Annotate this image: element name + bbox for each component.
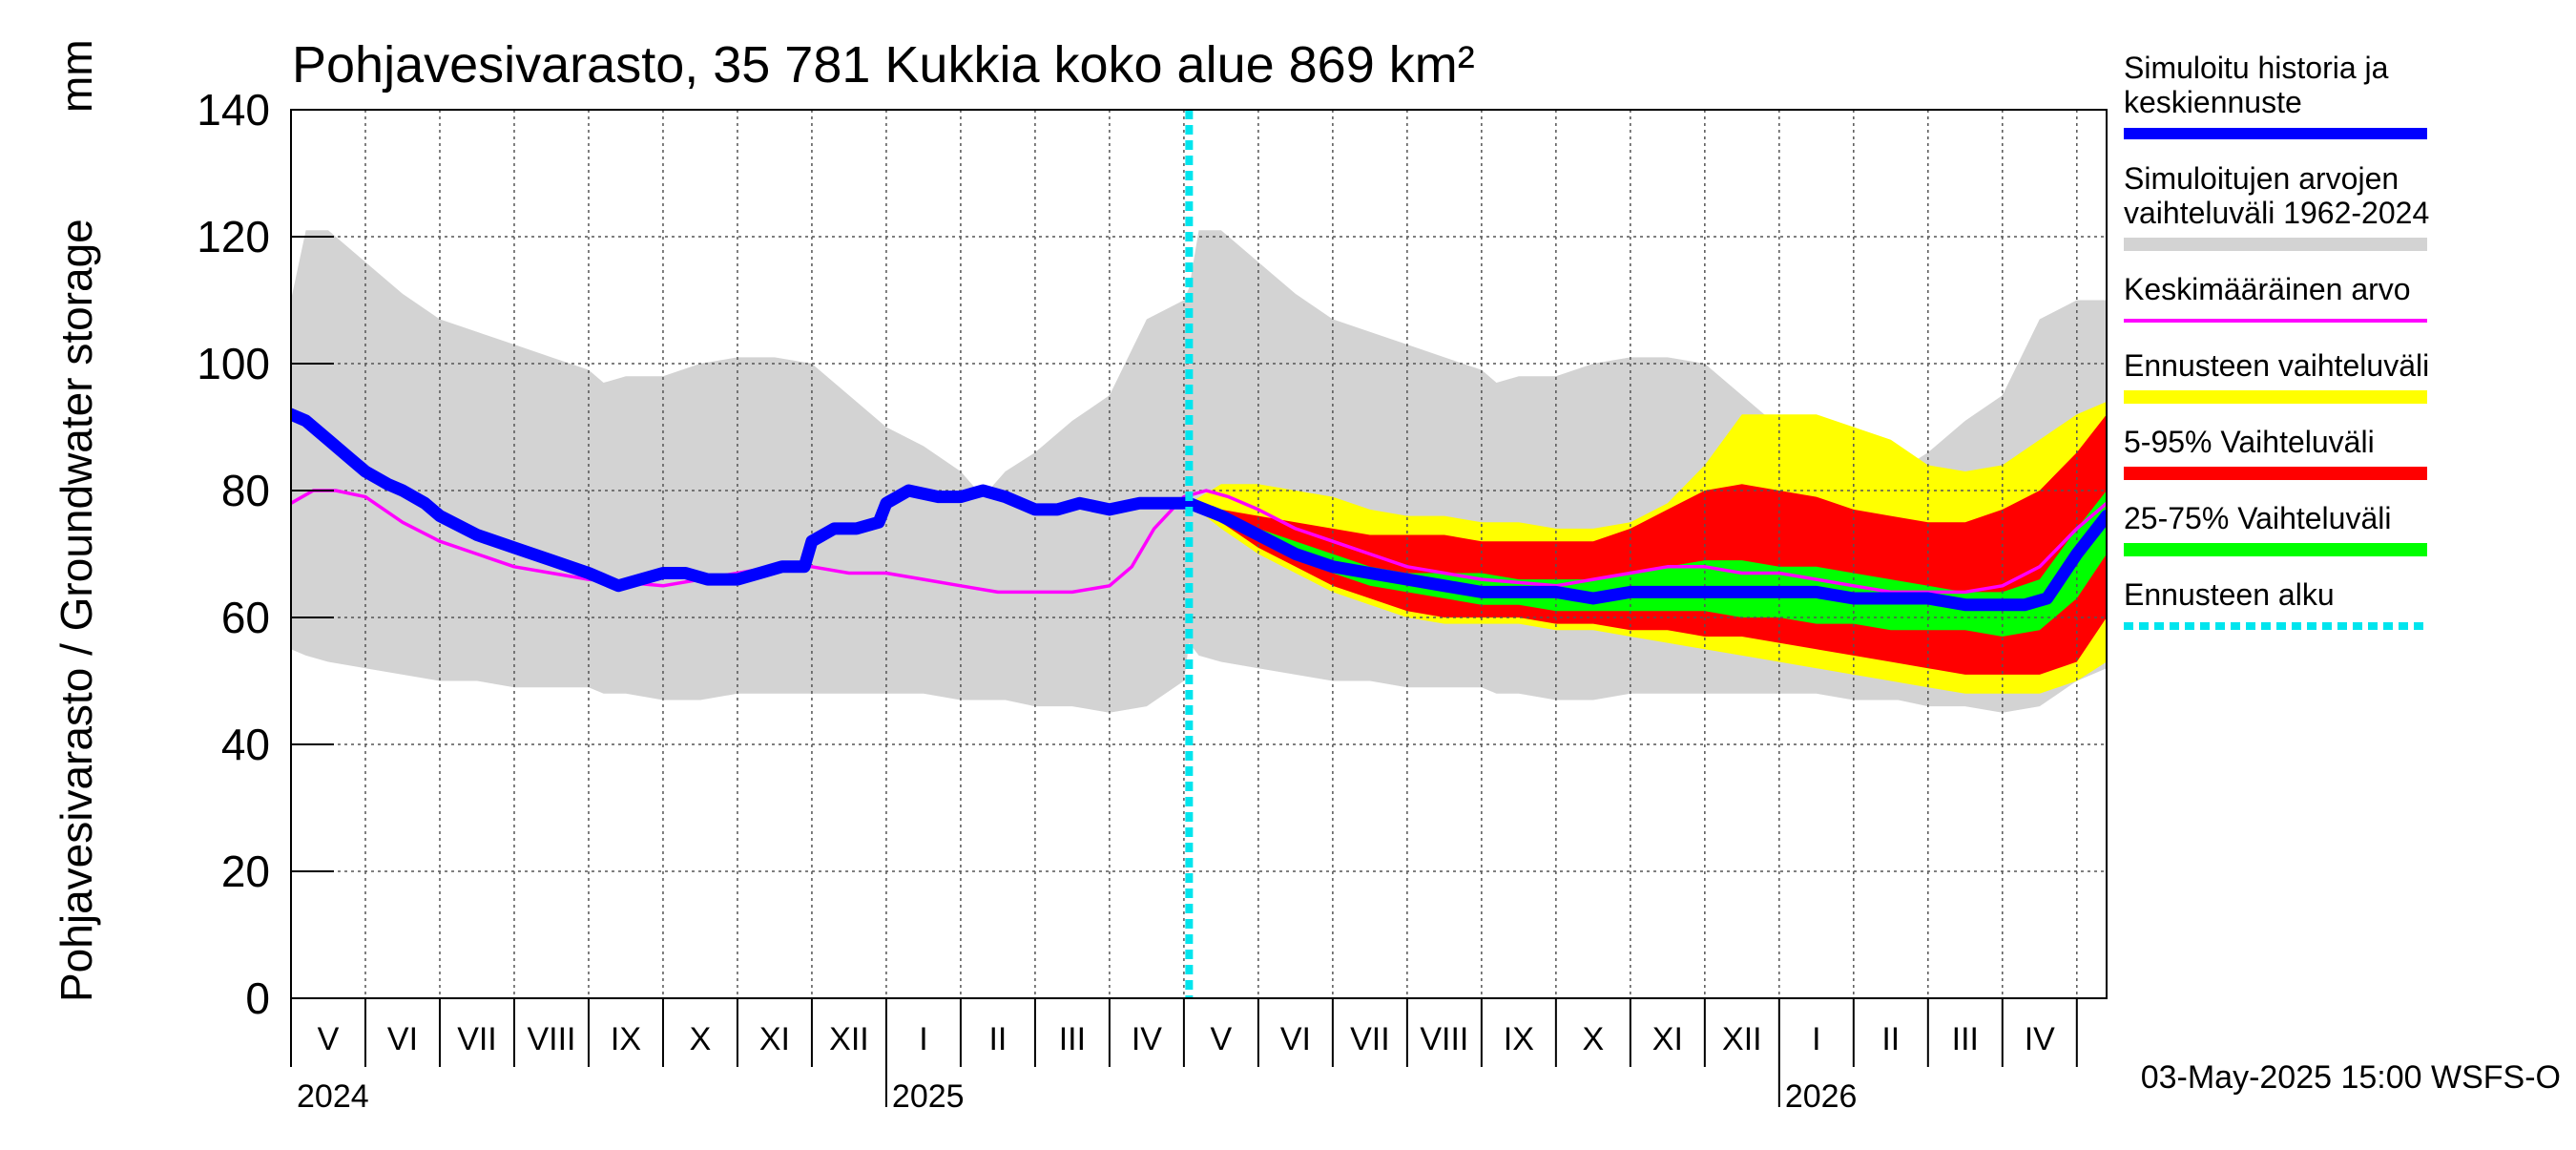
legend-label-forecast_range: Ennusteen vaihteluväli [2124, 348, 2429, 383]
y-tick-label-60: 60 [221, 593, 270, 642]
y-tick-label-20: 20 [221, 847, 270, 896]
plot-frame [290, 109, 2108, 999]
legend-label-range_5_95: 5-95% Vaihteluväli [2124, 425, 2375, 459]
mean-line [291, 489, 2107, 595]
y-axis-label: Pohjavesivarasto / Groundwater storage [52, 219, 101, 1002]
x-month-label-9: II [988, 1021, 1007, 1057]
legend-label-simulated_history: Simuloitu historia ja [2124, 51, 2389, 85]
legend-label-simulated_range-1: vaihteluväli 1962-2024 [2124, 196, 2429, 230]
x-month-label-18: XI [1652, 1021, 1683, 1057]
lines-layer [291, 408, 2107, 612]
legend-label-simulated_range: Simuloitujen arvojen [2124, 161, 2399, 196]
x-month-label-22: III [1952, 1021, 1979, 1057]
x-year-label-2024: 2024 [297, 1078, 369, 1115]
x-month-label-19: XII [1722, 1021, 1762, 1057]
y-tick-label-80: 80 [221, 466, 270, 515]
y-tick-label-120: 120 [197, 212, 270, 261]
y-tick-label-100: 100 [197, 339, 270, 388]
x-year-label-2026: 2026 [1785, 1078, 1858, 1115]
x-month-label-14: VII [1350, 1021, 1390, 1057]
x-month-label-8: I [919, 1021, 927, 1057]
x-month-label-20: I [1812, 1021, 1820, 1057]
legend-label-range_25_75: 25-75% Vaihteluväli [2124, 501, 2391, 535]
x-month-label-2: VII [457, 1021, 497, 1057]
x-year-label-2025: 2025 [892, 1078, 965, 1115]
x-month-label-12: V [1211, 1021, 1233, 1057]
x-month-label-3: VIII [527, 1021, 575, 1057]
y-axis-unit: mm [52, 39, 101, 113]
x-month-label-10: III [1059, 1021, 1086, 1057]
legend-label-mean: Keskimääräinen arvo [2124, 272, 2411, 306]
legend-label-forecast_start: Ennusteen alku [2124, 577, 2335, 612]
y-tick-label-0: 0 [245, 973, 270, 1023]
y-tick-label-40: 40 [221, 720, 270, 769]
x-month-label-1: VI [387, 1021, 418, 1057]
y-tick-label-140: 140 [197, 85, 270, 135]
x-month-label-7: XII [829, 1021, 869, 1057]
simulated-history-line [291, 408, 2107, 612]
chart-title: Pohjavesivarasto, 35 781 Kukkia koko alu… [292, 36, 1475, 94]
x-month-label-13: VI [1280, 1021, 1311, 1057]
x-month-label-6: XI [759, 1021, 790, 1057]
x-month-label-4: IX [611, 1021, 641, 1057]
x-month-label-16: IX [1504, 1021, 1534, 1057]
x-month-label-11: IV [1132, 1021, 1162, 1057]
grid-layer [291, 110, 2107, 998]
x-month-label-21: II [1881, 1021, 1900, 1057]
bands-layer [291, 230, 2107, 713]
x-month-label-23: IV [2025, 1021, 2055, 1057]
legend-label-simulated_history-1: keskiennuste [2124, 85, 2302, 119]
x-month-label-5: X [690, 1021, 712, 1057]
x-month-label-15: VIII [1420, 1021, 1468, 1057]
x-month-label-0: V [318, 1021, 340, 1057]
x-month-label-17: X [1583, 1021, 1605, 1057]
footer-timestamp: 03-May-2025 15:00 WSFS-O [2141, 1059, 2561, 1096]
